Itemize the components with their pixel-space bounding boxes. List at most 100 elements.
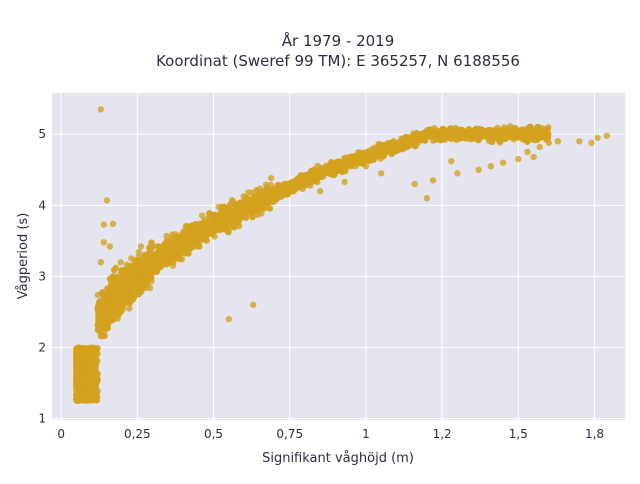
data-point [450, 130, 458, 137]
data-point [491, 133, 498, 140]
data-point [435, 135, 443, 142]
data-point [218, 211, 225, 218]
data-point [594, 134, 601, 141]
x-axis-title: Signifikant våghöjd (m) [262, 451, 414, 466]
data-point [310, 166, 318, 173]
data-point [471, 130, 478, 137]
data-point [499, 159, 507, 166]
data-point [250, 301, 257, 308]
data-point [517, 131, 524, 138]
data-point [141, 274, 148, 282]
data-point [350, 157, 357, 164]
data-point [326, 170, 333, 177]
data-point [92, 358, 99, 365]
data-point [153, 252, 160, 260]
data-point [163, 232, 170, 240]
data-point [92, 347, 100, 354]
data-point [386, 140, 393, 147]
data-point [163, 238, 170, 245]
data-point [172, 246, 179, 253]
chart-title-line-1: År 1979 - 2019 [282, 31, 395, 50]
data-point [146, 261, 153, 268]
data-point [204, 226, 211, 233]
data-point [475, 166, 482, 173]
data-point [97, 259, 105, 266]
data-point [524, 138, 531, 145]
data-point [109, 304, 116, 311]
data-point [147, 247, 154, 255]
data-point [93, 374, 101, 382]
data-point [429, 177, 437, 184]
data-point [335, 164, 342, 171]
data-point [489, 138, 496, 145]
data-point [137, 286, 144, 293]
data-point [538, 130, 546, 137]
data-point [81, 389, 89, 396]
data-point [303, 174, 310, 181]
data-point [74, 366, 82, 374]
data-point [140, 265, 147, 272]
data-point [467, 135, 474, 143]
data-point [451, 135, 458, 142]
data-point [183, 234, 191, 242]
data-point [87, 344, 95, 352]
data-point [419, 136, 426, 143]
data-point [267, 175, 275, 182]
data-point [275, 181, 282, 189]
data-point [252, 193, 260, 200]
data-point [222, 226, 229, 233]
data-point [73, 396, 80, 403]
data-point [463, 131, 470, 139]
data-point [246, 206, 254, 213]
data-point [266, 205, 274, 212]
data-point [105, 289, 112, 297]
x-tick-label: 1,2 [433, 427, 452, 441]
data-point [213, 224, 220, 231]
data-point [92, 384, 99, 391]
data-point [85, 378, 92, 385]
y-tick-label: 5 [38, 127, 46, 141]
data-point [423, 195, 431, 202]
data-point [177, 235, 185, 242]
data-point [238, 199, 245, 206]
data-point [83, 358, 91, 365]
data-point [576, 138, 583, 145]
data-point [99, 290, 107, 297]
x-tick-label: 1,8 [585, 427, 604, 441]
data-point [257, 197, 264, 204]
x-tick-label: 1,5 [509, 427, 528, 441]
data-point [525, 130, 532, 137]
data-point [489, 127, 496, 134]
data-point [227, 201, 234, 208]
data-point [277, 188, 284, 195]
data-point [536, 143, 543, 151]
data-point [454, 170, 461, 177]
data-point [153, 261, 161, 269]
data-point [183, 229, 191, 237]
data-point [197, 223, 205, 231]
tick-labels: 0 0,25 0,5 0,75 1 1,2 1,5 1,8 1 2 3 4 5 [38, 127, 604, 441]
data-point [178, 247, 186, 255]
data-point [73, 359, 80, 366]
data-point [106, 275, 114, 282]
data-point [249, 213, 256, 221]
data-point [219, 203, 227, 211]
data-point [448, 158, 455, 165]
data-point [483, 129, 490, 136]
data-point [133, 262, 141, 269]
data-point [136, 257, 143, 264]
data-point [79, 355, 86, 362]
data-point [465, 126, 473, 133]
data-point [99, 319, 106, 326]
y-tick-label: 4 [38, 198, 46, 212]
data-point [286, 184, 293, 191]
data-point [199, 212, 206, 219]
data-point [300, 179, 308, 187]
data-point [97, 314, 105, 321]
data-point [403, 143, 411, 150]
data-point [554, 138, 562, 145]
data-point [196, 243, 203, 250]
data-point [101, 332, 108, 340]
